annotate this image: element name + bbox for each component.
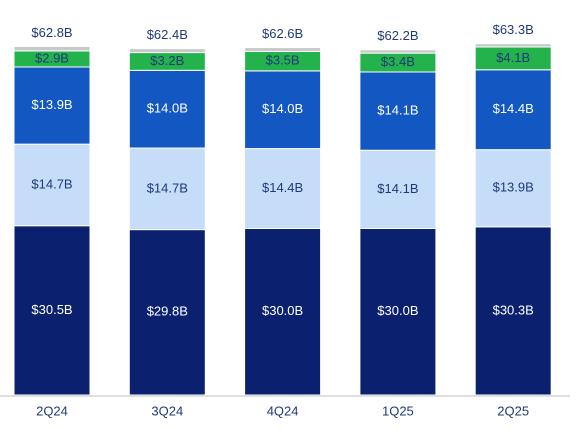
bar-segment bbox=[128, 229, 206, 396]
total-label: $62.6B bbox=[262, 26, 303, 41]
bar-segment bbox=[474, 69, 552, 151]
segment-label: $4.1B bbox=[496, 50, 530, 65]
bar-segment bbox=[13, 143, 91, 227]
x-tick-label: 4Q24 bbox=[267, 403, 299, 418]
total-label: $63.3B bbox=[493, 22, 534, 37]
bar-segment bbox=[244, 228, 322, 396]
x-tick-label: 1Q25 bbox=[382, 403, 414, 418]
segment-label: $30.0B bbox=[377, 303, 418, 318]
segment-label: $14.7B bbox=[147, 180, 188, 195]
total-label: $62.4B bbox=[147, 27, 188, 42]
segment-label: $14.7B bbox=[31, 176, 72, 191]
segment-label: $3.2B bbox=[150, 53, 184, 68]
segment-label: $13.9B bbox=[31, 97, 72, 112]
bar-segment bbox=[13, 45, 91, 52]
x-tick-label: 3Q24 bbox=[151, 403, 183, 418]
segment-label: $14.0B bbox=[262, 101, 303, 116]
bar-segment bbox=[244, 70, 322, 150]
bar-segment bbox=[474, 226, 552, 396]
bar-segment bbox=[244, 148, 322, 229]
x-tick-label: 2Q25 bbox=[497, 403, 529, 418]
total-label: $62.8B bbox=[31, 25, 72, 40]
segment-label: $2.9B bbox=[35, 50, 69, 65]
bar-segment bbox=[128, 147, 206, 231]
bar-segment bbox=[359, 71, 437, 151]
bar-segment bbox=[128, 69, 206, 149]
segment-label: $13.9B bbox=[493, 180, 534, 195]
total-label: $62.2B bbox=[377, 28, 418, 43]
segment-label: $3.4B bbox=[381, 54, 415, 69]
segment-label: $30.5B bbox=[31, 302, 72, 317]
bar-segment bbox=[474, 149, 552, 228]
segment-label: $14.4B bbox=[262, 180, 303, 195]
segment-label: $29.8B bbox=[147, 304, 188, 319]
bar-segment bbox=[244, 47, 322, 52]
segment-label: $3.5B bbox=[266, 53, 300, 68]
segment-label: $30.3B bbox=[493, 302, 534, 317]
segment-label: $14.1B bbox=[377, 181, 418, 196]
x-tick-label: 2Q24 bbox=[36, 403, 68, 418]
segment-label: $14.0B bbox=[147, 101, 188, 116]
bar-segment bbox=[474, 43, 552, 48]
bar-segment bbox=[359, 49, 437, 54]
bar-segment bbox=[359, 149, 437, 229]
bar-segment bbox=[359, 228, 437, 396]
bar-segment bbox=[13, 225, 91, 396]
bar-segment bbox=[128, 48, 206, 54]
segment-label: $14.1B bbox=[377, 103, 418, 118]
segment-label: $14.4B bbox=[493, 101, 534, 116]
segment-label: $30.0B bbox=[262, 303, 303, 318]
